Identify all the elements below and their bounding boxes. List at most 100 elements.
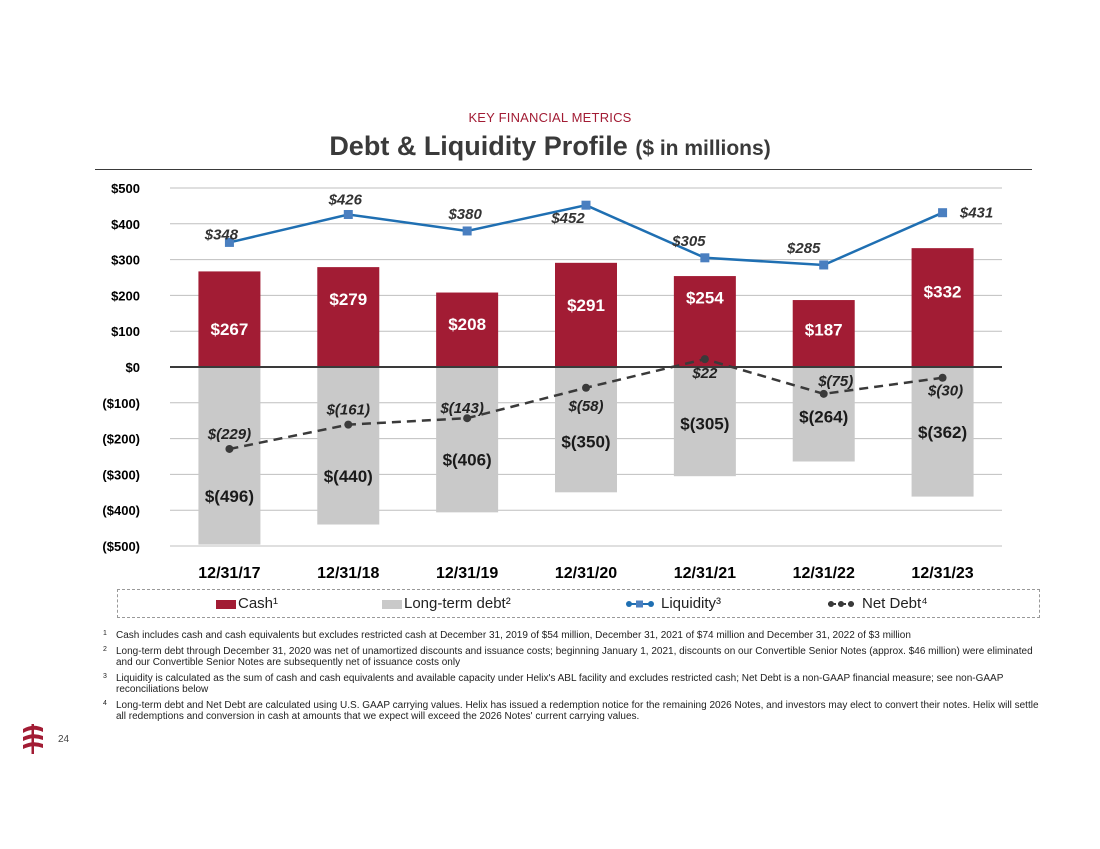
footnote-number: 4 — [103, 700, 107, 707]
footnote-text: Cash includes cash and cash equivalents … — [116, 630, 911, 641]
legend-item-cash: Cash¹ — [216, 595, 278, 612]
netdebt-point — [819, 389, 828, 398]
liquidity-data-label: $285 — [786, 240, 821, 257]
liquidity-point — [224, 237, 234, 247]
netdebt-data-label: $(161) — [326, 402, 370, 419]
netdebt-data-label: $(58) — [567, 398, 603, 415]
legend-swatch-cash — [216, 599, 236, 609]
x-tick-label: 12/31/21 — [674, 565, 736, 582]
helix-logo-icon — [23, 724, 43, 754]
cash-data-label: $254 — [686, 289, 724, 308]
netdebt-data-label: $(143) — [439, 400, 483, 417]
cash-bar — [555, 262, 617, 367]
legend-swatch-debt — [382, 599, 402, 609]
cash-bar — [911, 248, 974, 367]
netdebt-point — [344, 420, 353, 429]
footnote-number: 2 — [103, 646, 107, 653]
cash-data-label: $279 — [329, 290, 367, 309]
x-tick-label: 12/31/18 — [317, 565, 379, 582]
netdebt-point — [938, 373, 947, 382]
page-number: 24 — [58, 734, 70, 745]
footnote-number: 1 — [103, 630, 107, 637]
y-tick-label: $500 — [111, 181, 140, 196]
cash-data-label: $208 — [448, 315, 486, 334]
footnote-4: 4 Long-term debt and Net Debt are calcula… — [103, 700, 1043, 722]
x-tick-label: 12/31/19 — [436, 565, 498, 582]
legend-glyph-netdebt — [828, 601, 854, 608]
legend-label-cash: Cash¹ — [238, 595, 279, 612]
cash-data-label: $291 — [567, 296, 605, 315]
footnote-3: 3 Liquidity is calculated as the sum of c… — [103, 673, 1043, 695]
liquidity-point — [700, 253, 710, 263]
legend-label-debt: Long-term debt² — [404, 595, 511, 612]
x-tick-label: 12/31/17 — [198, 565, 260, 582]
debt-data-label: $(406) — [443, 451, 492, 470]
netdebt-point — [700, 355, 709, 364]
legend-item-liquidity: Liquidity³ — [625, 595, 721, 612]
footnote-text: Long-term debt through December 31, 2020… — [116, 646, 1033, 668]
debt-bar — [673, 367, 736, 477]
cash-data-label: $187 — [805, 321, 843, 340]
y-tick-label: $0 — [126, 360, 140, 375]
x-tick-label: 12/31/20 — [555, 565, 617, 582]
title-text: Debt & Liquidity Profile — [329, 131, 628, 161]
title-unit: ($ in millions) — [635, 137, 771, 160]
y-tick-label: $100 — [111, 324, 140, 339]
liquidity-data-label: $452 — [550, 210, 585, 227]
legend-item-netdebt: Net Debt⁴ — [826, 595, 928, 612]
footnote-2: 2 Long-term debt through December 31, 202… — [103, 646, 1043, 668]
y-tick-label: ($100) — [102, 396, 140, 411]
netdebt-point — [463, 414, 472, 423]
cash-bar — [792, 300, 855, 367]
y-tick-label: $200 — [111, 288, 140, 303]
footnotes: 1 Cash includes cash and cash equivalents… — [103, 630, 1043, 727]
page-title: Debt & Liquidity Profile ($ in millions) — [0, 131, 1100, 162]
legend-label-netdebt: Net Debt⁴ — [862, 595, 928, 612]
footnote-text: Long-term debt and Net Debt are calculat… — [116, 700, 1039, 722]
netdebt-data-label: $(75) — [817, 373, 853, 390]
title-divider — [95, 169, 1032, 170]
x-tick-label: 12/31/22 — [793, 565, 855, 582]
liquidity-data-label: $305 — [671, 233, 706, 250]
x-tick-label: 12/31/23 — [911, 565, 973, 582]
debt-data-label: $(496) — [205, 487, 254, 506]
y-tick-label: ($400) — [102, 503, 140, 518]
liquidity-data-label: $431 — [959, 205, 993, 222]
liquidity-data-label: $426 — [328, 191, 363, 208]
cash-data-label: $267 — [211, 320, 249, 339]
liquidity-point — [938, 208, 948, 218]
footnote-1: 1 Cash includes cash and cash equivalents… — [103, 630, 1043, 641]
liquidity-point — [462, 226, 472, 236]
cash-bar — [436, 292, 499, 367]
liquidity-data-label: $380 — [447, 206, 482, 223]
cash-bar — [198, 271, 261, 367]
debt-data-label: $(305) — [680, 415, 729, 434]
liquidity-data-label: $348 — [204, 226, 239, 243]
y-tick-label: $300 — [111, 253, 140, 268]
cash-bar — [673, 276, 736, 367]
y-tick-label: ($500) — [102, 539, 140, 554]
debt-liquidity-chart: $500 $400 $300 $200 $100 $0 ($100) ($200) ($300)… — [102, 181, 1002, 582]
debt-data-label: $(362) — [918, 423, 967, 442]
footnote-text: Liquidity is calculated as the sum of ca… — [116, 673, 1004, 695]
debt-data-label: $(264) — [799, 407, 848, 426]
y-tick-label: ($200) — [102, 432, 140, 447]
netdebt-data-label: $(30) — [927, 383, 963, 400]
legend-glyph-liquidity — [626, 600, 654, 608]
netdebt-point — [582, 383, 590, 392]
footnote-number: 3 — [103, 673, 107, 680]
netdebt-point — [225, 444, 234, 453]
legend-label-liquidity: Liquidity³ — [661, 595, 722, 612]
debt-bar — [792, 367, 855, 462]
debt-data-label: $(440) — [324, 467, 373, 486]
debt-bar — [198, 367, 261, 545]
y-tick-label: ($300) — [102, 467, 140, 482]
liquidity-point — [819, 260, 829, 270]
y-tick-label: $400 — [111, 217, 140, 232]
liquidity-point — [343, 209, 353, 219]
liquidity-point — [581, 200, 591, 210]
debt-data-label: $(350) — [561, 433, 610, 452]
netdebt-data-label: $(229) — [207, 426, 251, 443]
debt-bar — [911, 367, 974, 497]
debt-bar — [436, 367, 499, 513]
